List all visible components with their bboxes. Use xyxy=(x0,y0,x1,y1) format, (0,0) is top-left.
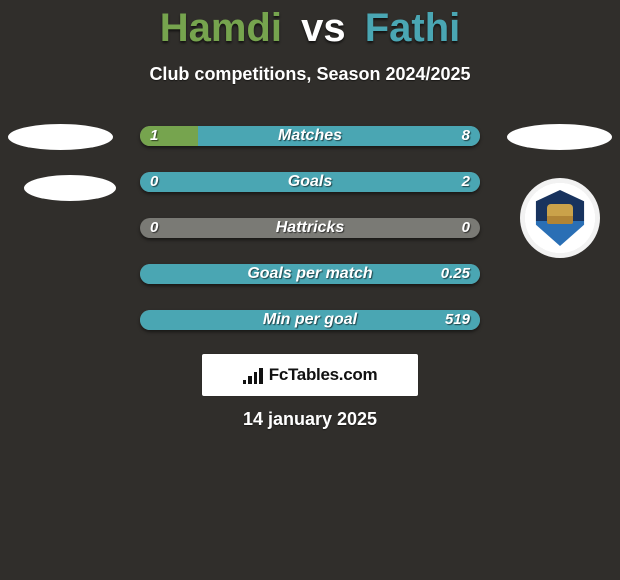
logo-bar xyxy=(254,372,258,384)
stat-row: 0Goals2 xyxy=(140,172,480,192)
club-badge-icon xyxy=(24,175,116,201)
player1-name: Hamdi xyxy=(160,6,282,50)
stat-row: 1Matches8 xyxy=(140,126,480,146)
stat-label: Matches xyxy=(140,126,480,146)
stat-value-right: 519 xyxy=(445,310,470,330)
logo-text: FcTables.com xyxy=(269,365,378,385)
stat-row: Min per goal519 xyxy=(140,310,480,330)
stat-value-right: 0 xyxy=(462,218,470,238)
stat-value-right: 8 xyxy=(462,126,470,146)
date-label: 14 january 2025 xyxy=(0,409,620,430)
vs-separator: vs xyxy=(301,6,346,50)
player2-name: Fathi xyxy=(365,6,461,50)
stat-label: Min per goal xyxy=(140,310,480,330)
chart-bars-icon xyxy=(243,366,263,384)
site-logo: FcTables.com xyxy=(202,354,418,396)
stat-row: Goals per match0.25 xyxy=(140,264,480,284)
logo-bar xyxy=(248,376,252,384)
club-badge-icon xyxy=(520,178,600,258)
stat-label: Goals per match xyxy=(140,264,480,284)
logo-text-main: FcTables xyxy=(269,365,339,384)
stat-label: Goals xyxy=(140,172,480,192)
page-title: Hamdi vs Fathi xyxy=(0,0,620,50)
stat-row: 0Hattricks0 xyxy=(140,218,480,238)
logo-bar xyxy=(259,368,263,384)
subtitle: Club competitions, Season 2024/2025 xyxy=(0,64,620,85)
stats-container: 1Matches80Goals20Hattricks0Goals per mat… xyxy=(140,126,480,356)
flag-icon xyxy=(507,124,612,150)
logo-bar xyxy=(243,380,247,384)
stat-value-right: 0.25 xyxy=(441,264,470,284)
flag-icon xyxy=(8,124,113,150)
stat-value-right: 2 xyxy=(462,172,470,192)
logo-text-suffix: .com xyxy=(339,365,377,384)
stat-label: Hattricks xyxy=(140,218,480,238)
